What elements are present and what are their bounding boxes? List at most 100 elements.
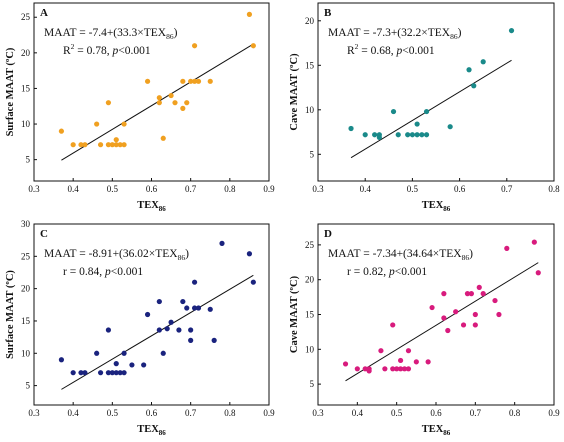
regression-equation: MAAT = -7.34+(34.64×TEX86): [328, 248, 473, 262]
data-point: [113, 370, 119, 376]
x-tick-label: 0.3: [28, 408, 40, 418]
panel-letter: A: [40, 7, 48, 19]
x-axis-title: TEX86: [137, 200, 166, 213]
x-tick-label: 0.3: [312, 184, 324, 194]
y-tick-label: 20: [21, 284, 31, 294]
data-point: [70, 142, 76, 148]
data-point: [378, 348, 384, 354]
data-point: [405, 366, 412, 372]
data-point: [405, 132, 411, 138]
x-axis-title: TEX86: [137, 424, 166, 437]
data-point: [105, 370, 112, 376]
data-point: [472, 311, 478, 318]
data-point: [413, 359, 419, 365]
y-tick-label: 20: [305, 16, 315, 26]
data-point: [121, 121, 127, 127]
data-point: [97, 142, 104, 148]
y-tick-label: 20: [305, 275, 315, 285]
data-point: [105, 100, 112, 106]
data-point: [405, 348, 412, 354]
data-point: [156, 100, 162, 106]
data-point: [191, 78, 198, 84]
x-tick-label: 0.4: [360, 184, 372, 194]
data-point: [354, 366, 360, 372]
panel-c: 0.3 0.4 0.5 0.6 0.7 0.8 0.9 5 10 15 20 25 30 TEX86 Sur…: [5, 219, 275, 437]
data-point: [508, 27, 515, 34]
data-point: [362, 132, 368, 138]
data-point: [94, 350, 100, 356]
data-point: [207, 306, 213, 312]
regression-line: [61, 274, 254, 390]
y-tick-label: 20: [21, 48, 31, 58]
data-point: [113, 361, 119, 367]
data-point: [445, 327, 451, 334]
data-point: [441, 291, 447, 297]
x-tick-label: 0.5: [107, 408, 119, 418]
data-point: [409, 132, 415, 138]
data-point: [141, 362, 147, 368]
y-axis-title: Surface MAAT (ºC): [5, 270, 16, 359]
data-point: [398, 357, 404, 364]
data-point: [414, 132, 420, 138]
data-point: [372, 132, 378, 138]
x-axis-title: TEX86: [422, 200, 451, 213]
x-tick-label: 0.9: [263, 184, 275, 194]
data-point: [535, 270, 541, 276]
data-point: [113, 142, 119, 148]
data-point: [105, 327, 112, 333]
data-point: [492, 297, 498, 304]
data-point: [109, 370, 115, 376]
regression-statistics: r = 0.82, p<0.001: [347, 266, 427, 278]
data-point: [211, 337, 217, 343]
data-point: [246, 251, 253, 257]
x-axis-title: TEX86: [422, 424, 451, 437]
y-tick-label: 5: [310, 379, 315, 389]
data-point: [471, 83, 477, 89]
data-point: [180, 105, 186, 111]
data-point: [191, 279, 198, 285]
regression-equation: MAAT = -7.3+(32.2×TEX86): [328, 27, 462, 41]
data-point: [472, 322, 478, 328]
data-point: [156, 327, 162, 333]
data-point: [164, 326, 170, 332]
data-point: [70, 370, 76, 376]
data-point: [121, 350, 127, 356]
data-point: [468, 291, 474, 297]
y-tick-label: 5: [26, 155, 31, 165]
x-tick-label: 0.9: [263, 408, 275, 418]
data-point: [401, 366, 408, 372]
data-point: [117, 370, 123, 376]
data-point: [531, 239, 537, 245]
data-point: [117, 142, 123, 148]
y-tick-label: 15: [305, 310, 315, 320]
y-tick-label: 25: [21, 251, 31, 261]
x-tick-label: 0.7: [470, 408, 482, 418]
data-point: [382, 366, 388, 372]
data-point: [191, 43, 198, 49]
data-point: [246, 11, 253, 17]
data-point: [476, 284, 482, 290]
data-point: [366, 368, 372, 374]
x-tick-label: 0.8: [509, 408, 521, 418]
data-point: [376, 134, 382, 140]
y-tick-label: 15: [21, 316, 31, 326]
x-tick-label: 0.7: [501, 184, 513, 194]
x-tick-label: 0.4: [68, 408, 80, 418]
y-tick-label: 30: [21, 219, 31, 229]
data-point: [176, 327, 182, 333]
y-tick-label: 15: [305, 60, 315, 70]
data-point: [78, 142, 84, 148]
data-point: [395, 132, 401, 138]
x-tick-label: 0.5: [107, 184, 119, 194]
x-tick-label: 0.8: [548, 184, 560, 194]
x-tick-label: 0.6: [454, 184, 466, 194]
data-point: [504, 245, 510, 251]
data-point: [188, 327, 194, 333]
x-tick-label: 0.9: [548, 408, 560, 418]
x-tick-label: 0.4: [352, 408, 364, 418]
regression-line: [350, 59, 512, 159]
y-tick-label: 10: [305, 344, 315, 354]
data-point: [429, 304, 435, 311]
data-point: [390, 366, 396, 372]
data-point: [464, 291, 471, 297]
